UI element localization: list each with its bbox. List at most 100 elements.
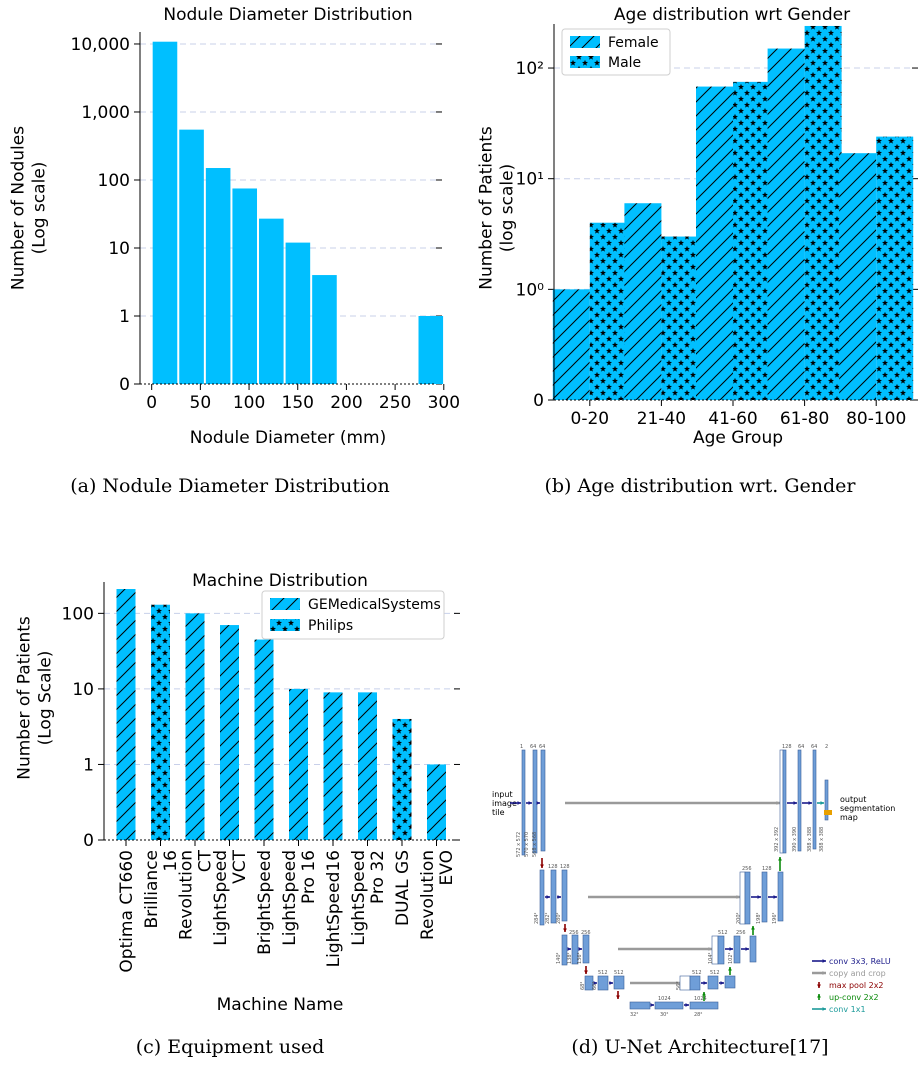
- female-bar: [839, 153, 877, 400]
- x-tick-label-line: BrightSpeed: [255, 850, 275, 955]
- y-tick-label: 1: [119, 307, 130, 327]
- unet-label: 30²: [660, 1012, 668, 1018]
- conv-arrow-head: [517, 801, 521, 805]
- x-tick-label: Revolution EVO: [418, 850, 457, 940]
- unet-label: 128: [548, 864, 558, 870]
- output-patch: [824, 810, 832, 815]
- female-bar: [552, 289, 590, 400]
- feature-map-block: [521, 749, 526, 856]
- unet-label: tile: [492, 808, 505, 817]
- unet-label: 1: [520, 744, 523, 750]
- y-axis-label: Number of Nodules (Log scale): [9, 126, 50, 290]
- unet-label: 388 x 388: [807, 827, 813, 852]
- male-bar: [804, 25, 842, 400]
- unet-label: 68²: [580, 982, 586, 990]
- machine-bar: [254, 639, 274, 840]
- copy-crop-arrow-head: [776, 801, 780, 805]
- feature-map-block: [539, 869, 545, 926]
- legend-label: conv 3x3, ReLU: [829, 957, 891, 966]
- feature-map-block: [597, 975, 609, 991]
- feature-map-block: [717, 935, 725, 965]
- unet-label: 572 x 572: [516, 832, 522, 857]
- unet-label: 66²: [592, 982, 598, 990]
- unet-label: 284²: [534, 912, 540, 924]
- x-tick-label: LightSpeed VCT: [211, 849, 250, 945]
- y-tick-label: 10¹: [516, 170, 544, 190]
- arrow-head: [773, 895, 777, 899]
- up-conv-arrow-head: [751, 926, 755, 930]
- copy-crop-arrow-head: [736, 895, 740, 899]
- x-tick-label-line: EVO: [437, 850, 457, 885]
- x-tick-label-line: LightSpeed16: [324, 850, 344, 967]
- conv1x1-arrow-head: [820, 801, 824, 805]
- x-tick-label: 300: [428, 393, 460, 413]
- feature-map-block: [561, 869, 568, 922]
- x-tick-label-line: Brilliance: [142, 850, 162, 929]
- unet-label: 2: [825, 744, 828, 750]
- x-tick-label-line: Optima CT660: [117, 850, 137, 973]
- x-tick-label: 0-20: [571, 409, 610, 429]
- female-bar: [696, 86, 733, 400]
- x-tick-label: Brilliance 16: [142, 850, 181, 929]
- feature-map-block: [779, 749, 784, 854]
- y-tick-label: 10: [108, 239, 130, 259]
- x-tick-label-line: LightSpeed: [280, 850, 300, 946]
- histogram-bar: [179, 129, 204, 384]
- arrow-head: [808, 801, 812, 805]
- feature-map-block: [540, 749, 546, 852]
- y-tick-label: 10⁰: [516, 280, 545, 300]
- x-tick-label: LightSpeed Pro 32: [349, 850, 388, 946]
- feature-map-block: [724, 975, 736, 989]
- unet-label: input: [492, 790, 513, 799]
- male-bar: [589, 222, 627, 400]
- chart-title: Age distribution wrt Gender: [614, 5, 850, 25]
- legend-arrow-head: [822, 971, 826, 975]
- x-tick-label: 150: [282, 393, 314, 413]
- arrow-head: [593, 981, 597, 985]
- y-tick-label: 100: [98, 171, 130, 191]
- y-tick-label: 10: [72, 680, 94, 700]
- unet-label: segmentation: [840, 804, 895, 813]
- legend-swatch: [570, 36, 600, 48]
- feature-map-block: [582, 934, 590, 964]
- x-tick-label-line: Pro 32: [368, 850, 388, 904]
- x-tick-label-line: Pro 16: [299, 850, 319, 904]
- unet-label: image: [492, 799, 517, 808]
- x-tick-label: 0: [146, 393, 157, 413]
- machine-bar: [151, 604, 170, 840]
- male-bar: [876, 136, 914, 400]
- x-tick-label-line: Revolution: [177, 850, 197, 940]
- legend-swatch: [570, 56, 600, 68]
- machine-bar: [427, 764, 446, 840]
- age-gender-chart: Age distribution wrt Gender 0 10⁰ 10¹ 10² 0-2…: [477, 5, 918, 448]
- x-tick-label-line: CT: [196, 849, 216, 872]
- unet-label: 512: [718, 930, 728, 936]
- unet-label: 196²: [772, 912, 778, 924]
- unet-label: 388 x 388: [819, 827, 825, 852]
- unet-label: 256: [742, 866, 752, 872]
- machine-bar: [116, 589, 136, 840]
- arrow-head: [757, 895, 761, 899]
- y-tick-label: 10²: [516, 59, 544, 79]
- unet-label: 138²: [567, 952, 573, 964]
- caption-a: (a) Nodule Diameter Distribution: [70, 475, 390, 497]
- unet-label: 102²: [728, 952, 734, 964]
- feature-map-block: [761, 871, 768, 923]
- x-tick-label-line: LightSpeed: [211, 850, 231, 946]
- feature-map-block: [689, 1001, 719, 1010]
- chart-title: Nodule Diameter Distribution: [163, 5, 412, 25]
- feature-map-block: [629, 1001, 651, 1010]
- x-tick-label: LightSpeed Pro 16: [280, 850, 319, 946]
- feature-map-block: [812, 749, 817, 850]
- unet-label: 570 x 570: [524, 832, 530, 857]
- feature-map-block: [689, 975, 701, 991]
- unet-label: 200²: [736, 912, 742, 924]
- x-tick-label-line: 16: [161, 850, 181, 872]
- unet-label: output: [840, 795, 866, 804]
- legend-arrow-head: [822, 959, 826, 963]
- unet-label: 280²: [556, 912, 562, 924]
- unet-label: 198²: [756, 912, 762, 924]
- legend-label: max pool 2x2: [829, 981, 884, 990]
- x-tick-label: 250: [379, 393, 411, 413]
